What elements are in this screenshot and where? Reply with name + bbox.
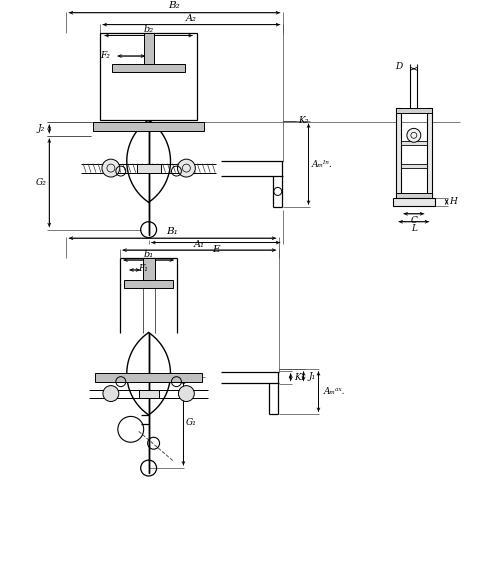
Bar	[136, 164, 161, 173]
Text: G₂: G₂	[36, 178, 47, 187]
Text: B₂: B₂	[168, 1, 181, 10]
Circle shape	[103, 386, 119, 401]
Text: G₁: G₁	[186, 418, 197, 427]
Text: K₂: K₂	[299, 116, 309, 125]
Bar	[427, 109, 432, 198]
Text: J₂: J₂	[38, 124, 45, 134]
Text: A₂: A₂	[186, 14, 197, 23]
Bar	[124, 280, 173, 288]
Bar	[100, 33, 197, 120]
Bar	[393, 198, 435, 206]
Text: F₁: F₁	[138, 264, 148, 274]
Bar	[139, 390, 159, 397]
Text: Aₘᴵⁿ.: Aₘᴵⁿ.	[312, 160, 333, 168]
Text: b₂: b₂	[144, 25, 154, 34]
Text: L: L	[411, 224, 417, 233]
Text: F₂: F₂	[100, 51, 110, 59]
Text: A₁: A₁	[194, 239, 205, 249]
Bar	[144, 33, 153, 64]
Text: C: C	[410, 216, 417, 225]
Text: D: D	[395, 62, 402, 71]
Bar	[401, 164, 427, 168]
Text: Aₘᵃˣ.: Aₘᵃˣ.	[324, 387, 345, 396]
Bar	[401, 141, 427, 145]
Bar	[396, 193, 432, 198]
Text: H: H	[450, 198, 457, 206]
Bar	[95, 372, 202, 382]
Text: J₁: J₁	[309, 372, 316, 381]
Text: K₁: K₁	[294, 372, 305, 382]
Bar	[396, 109, 432, 113]
Bar	[112, 64, 185, 72]
Bar	[143, 258, 154, 280]
Circle shape	[407, 128, 421, 142]
Bar	[93, 122, 204, 131]
Circle shape	[102, 159, 120, 177]
Text: B₁: B₁	[166, 227, 178, 236]
Text: b₁: b₁	[144, 250, 154, 259]
Bar	[396, 109, 401, 198]
Circle shape	[179, 386, 194, 401]
Text: E: E	[212, 245, 219, 254]
Circle shape	[178, 159, 196, 177]
